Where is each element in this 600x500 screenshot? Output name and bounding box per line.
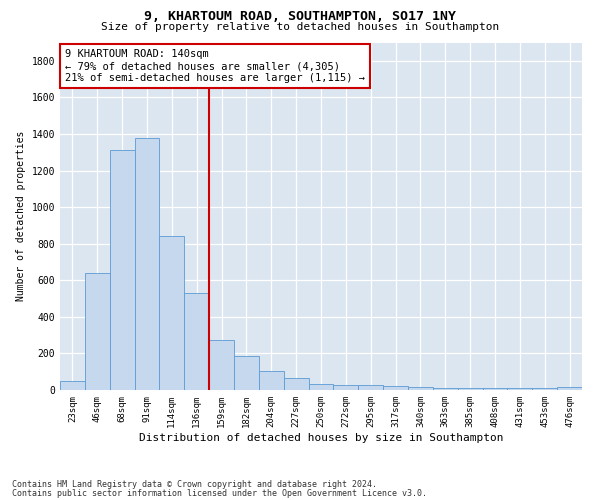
Bar	[259, 371, 284, 390]
Text: 9, KHARTOUM ROAD, SOUTHAMPTON, SO17 1NY: 9, KHARTOUM ROAD, SOUTHAMPTON, SO17 1NY	[144, 10, 456, 23]
Text: Size of property relative to detached houses in Southampton: Size of property relative to detached ho…	[101, 22, 499, 32]
X-axis label: Distribution of detached houses by size in Southampton: Distribution of detached houses by size …	[139, 432, 503, 442]
Bar	[557, 388, 582, 390]
Bar	[308, 384, 334, 390]
Bar	[334, 384, 358, 390]
Bar	[532, 388, 557, 390]
Bar	[508, 388, 532, 390]
Text: 9 KHARTOUM ROAD: 140sqm
← 79% of detached houses are smaller (4,305)
21% of semi: 9 KHARTOUM ROAD: 140sqm ← 79% of detache…	[65, 50, 365, 82]
Bar	[482, 388, 508, 390]
Bar	[284, 378, 308, 390]
Bar	[433, 388, 458, 390]
Bar	[110, 150, 134, 390]
Bar	[408, 388, 433, 390]
Bar	[234, 356, 259, 390]
Bar	[458, 388, 482, 390]
Bar	[60, 381, 85, 390]
Bar	[160, 236, 184, 390]
Bar	[85, 273, 110, 390]
Text: Contains public sector information licensed under the Open Government Licence v3: Contains public sector information licen…	[12, 488, 427, 498]
Bar	[383, 386, 408, 390]
Bar	[358, 386, 383, 390]
Bar	[134, 138, 160, 390]
Bar	[209, 340, 234, 390]
Bar	[184, 293, 209, 390]
Y-axis label: Number of detached properties: Number of detached properties	[16, 131, 26, 302]
Text: Contains HM Land Registry data © Crown copyright and database right 2024.: Contains HM Land Registry data © Crown c…	[12, 480, 377, 489]
